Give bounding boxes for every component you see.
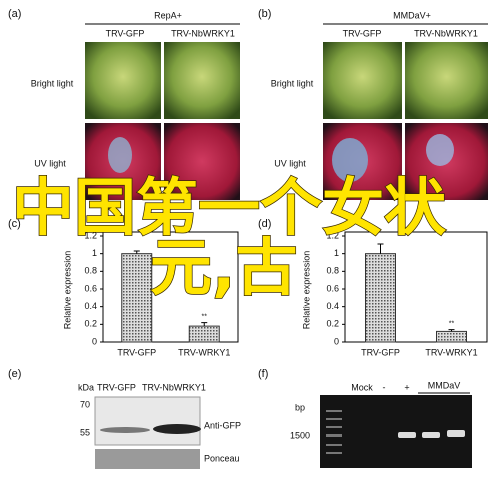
band-label: Anti-GFP [204,420,241,430]
row-label: Bright light [31,78,74,88]
lane-label: TRV-NbWRKY1 [142,382,206,392]
y-tick-label: 1 [334,248,339,258]
y-tick-label: 0 [92,336,97,346]
plot-frame [344,231,488,343]
bar [436,330,467,343]
panel-label: (f) [258,368,268,380]
column-label: TRV-GFP [106,28,145,38]
x-tick-label: TRV-GFP [361,347,400,357]
annotation: ** [202,313,208,320]
panel-title: RepA+ [154,10,182,20]
annotation: ** [449,320,455,327]
y-tick-label: 0 [334,336,339,346]
y-tick-label: 0.6 [326,283,339,293]
charts: Relative expression 0 0.2 0.4 0.6 0.8 1 1.2 TRV-… [62,230,488,357]
photos [85,42,488,200]
lane-label: - [383,382,386,392]
plot-frame [102,231,239,343]
x-tick-label: TRV-GFP [117,347,156,357]
band-label: Ponceau [204,453,240,463]
band [153,424,201,434]
y-tick-label: 0.4 [326,301,339,311]
panel-label: (b) [258,8,271,20]
watermark: 中国第一个女状 [12,171,447,244]
y-tick-label: 1 [92,248,97,258]
panel-label: (e) [8,368,21,380]
row-label: Bright light [271,78,314,88]
error-bar [201,322,208,327]
lane-label: TRV-GFP [97,382,136,392]
x-tick-label: TRV-WRKY1 [425,347,477,357]
row-label: UV light [34,158,66,168]
ladder [326,410,342,454]
marker: 70 [80,399,90,409]
row-label: UV light [274,158,306,168]
y-axis-label: Relative expression [62,251,72,330]
y-tick-label: 0.8 [326,266,339,276]
bar [121,253,153,343]
x-tick-label: TRV-WRKY1 [178,347,230,357]
unit: kDa [78,382,94,392]
blot [95,449,200,469]
marker: 55 [80,427,90,437]
watermark: 元,古 [150,231,298,304]
blot [94,396,201,446]
y-tick-label: 0.6 [84,283,97,293]
bar [365,253,396,343]
gel [320,395,472,468]
gel-bands [398,430,465,438]
y-tick-label: 0.4 [84,301,97,311]
panel-title: MMDaV+ [393,10,431,20]
bar [188,325,220,343]
lane-label: Mock [351,382,373,392]
y-tick-label: 0.8 [84,266,97,276]
y-tick-label: 0.2 [84,319,97,329]
y-tick-label: 0.2 [326,319,339,329]
lane-label: + [404,382,409,392]
column-label: TRV-GFP [343,28,382,38]
unit: bp [295,402,305,412]
error-bar [133,250,140,254]
marker: 1500 [290,430,310,440]
y-tick-label: 1.2 [326,230,339,240]
panel-label: (c) [8,218,21,230]
panel-label: (d) [258,218,271,230]
y-axis-label: Relative expression [301,251,311,330]
lane-label: MMDaV [428,380,461,390]
error-bar [448,329,455,332]
y-tick-label: 1.2 [84,230,97,240]
error-bar [377,243,384,254]
panel-label: (a) [8,8,21,20]
column-label: TRV-NbWRKY1 [171,28,235,38]
column-label: TRV-NbWRKY1 [414,28,478,38]
band [100,427,150,433]
